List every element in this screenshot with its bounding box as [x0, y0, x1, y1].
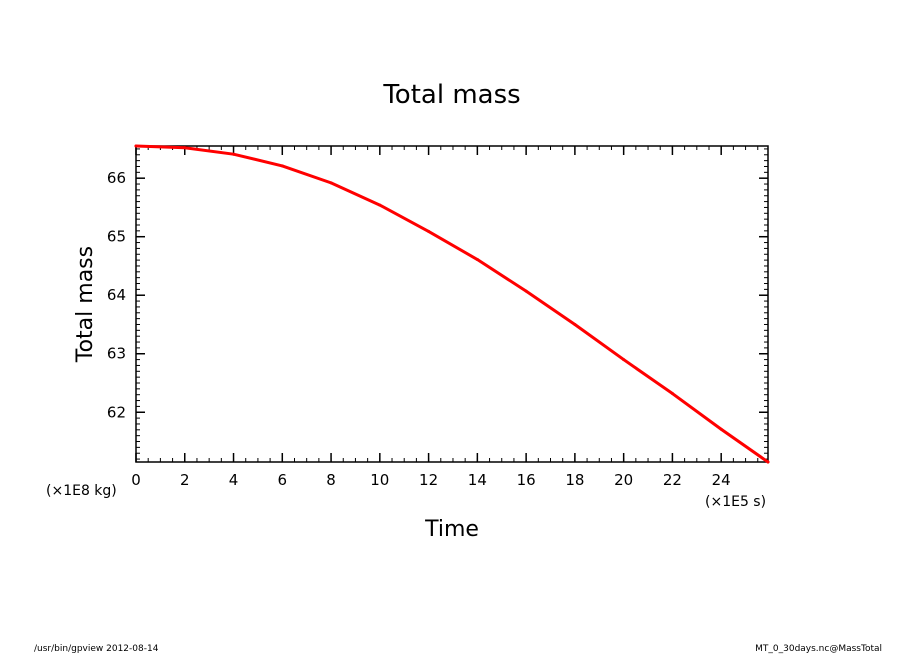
data-point [670, 392, 674, 396]
x-tick-label: 20 [614, 471, 633, 489]
data-point [329, 181, 333, 185]
x-tick-label: 8 [326, 471, 336, 489]
data-point [183, 146, 187, 150]
data-point [280, 164, 284, 168]
x-tick-label: 24 [712, 471, 731, 489]
data-point [232, 152, 236, 156]
data-point [719, 427, 723, 431]
data-point [766, 460, 770, 464]
data-point [475, 258, 479, 262]
footer-left: /usr/bin/gpview 2012-08-14 [34, 644, 159, 654]
x-axis-title: Time [424, 517, 479, 542]
x-tick-label: 6 [278, 471, 288, 489]
data-point [134, 144, 138, 148]
y-tick-label: 64 [107, 286, 126, 304]
y-tick-label: 62 [107, 403, 126, 421]
x-tick-label: 10 [370, 471, 389, 489]
x-tick-label: 0 [131, 471, 141, 489]
y-tick-label: 63 [107, 345, 126, 363]
data-point [573, 322, 577, 326]
data-point [524, 289, 528, 293]
series-line [134, 144, 770, 464]
x-tick-label: 18 [565, 471, 584, 489]
y-tick-label: 66 [107, 169, 126, 187]
x-unit-label: (×1E5 s) [705, 494, 766, 510]
chart-title: Total mass [382, 80, 520, 110]
axis-ticks [135, 146, 768, 462]
y-axis-title: Total mass [73, 246, 98, 363]
series-layer [134, 144, 770, 464]
x-tick-label: 14 [468, 471, 487, 489]
data-point [427, 229, 431, 233]
x-tick-label: 22 [663, 471, 682, 489]
footer-right: MT_0_30days.nc@MassTotal [755, 644, 882, 654]
y-tick-label: 65 [107, 228, 126, 246]
data-point [378, 203, 382, 207]
data-point [622, 358, 626, 362]
plot-frame [135, 145, 769, 463]
x-tick-label: 16 [517, 471, 536, 489]
x-tick-label: 12 [419, 471, 438, 489]
x-tick-label: 4 [229, 471, 239, 489]
x-tick-label: 2 [180, 471, 190, 489]
y-unit-label: (×1E8 kg) [46, 483, 117, 499]
